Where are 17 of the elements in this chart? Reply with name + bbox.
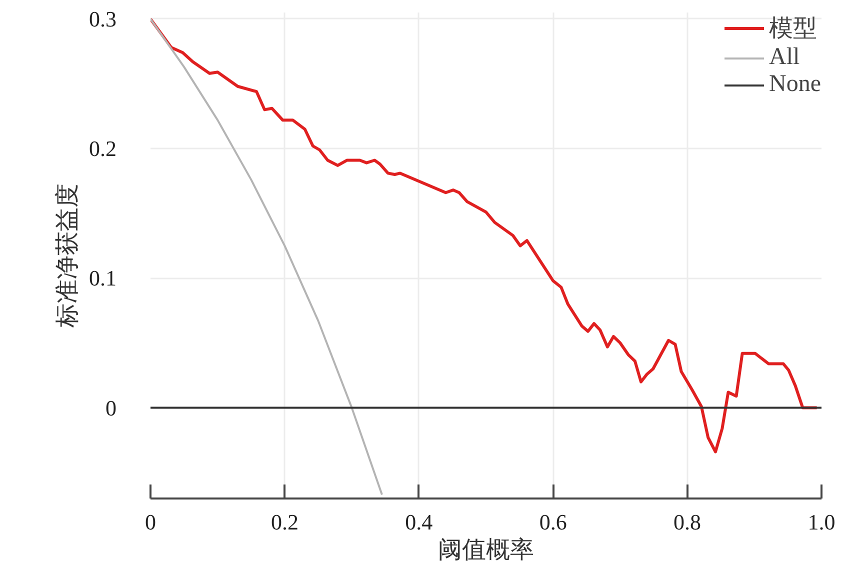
line-series — [150, 17, 818, 454]
y-axis-title: 标准净获益度 — [54, 184, 81, 328]
legend-label: 模型 — [769, 15, 818, 44]
x-tick-label: 0.4 — [405, 510, 433, 534]
y-tick-label: 0.3 — [89, 6, 116, 32]
legend-label: None — [769, 71, 821, 98]
x-axis-title: 阈值概率 — [438, 536, 534, 564]
x-tick-label: 0.2 — [270, 510, 298, 534]
legend-label: All — [769, 44, 800, 71]
line-series — [150, 18, 383, 496]
y-tick-label: 0 — [106, 395, 116, 420]
y-tick-label: 0.2 — [89, 136, 116, 162]
y-tick-label: 0.1 — [89, 266, 116, 291]
x-tick-label: 1.0 — [808, 510, 836, 534]
x-tick-label: 0.8 — [674, 510, 702, 534]
x-tick-label: 0 — [145, 510, 156, 534]
x-tick-label: 0.6 — [539, 510, 567, 534]
